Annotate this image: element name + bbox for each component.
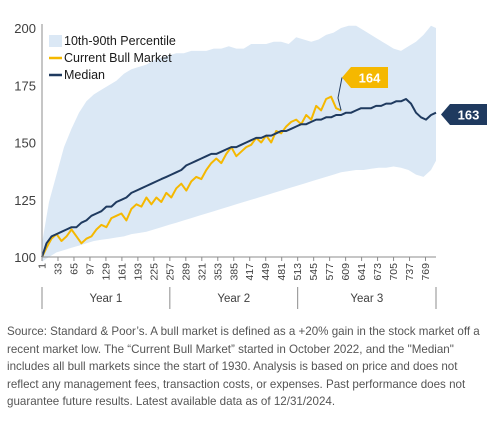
- axes-layer: 100 125 150 175 200 1 33 65 97 129 161 193 225 257 289…: [14, 21, 437, 309]
- x-tick-label: 673: [372, 263, 384, 281]
- x-tick-label: 385: [228, 263, 240, 281]
- legend-label: Current Bull Market: [64, 51, 172, 65]
- x-tick-label: 1: [37, 263, 49, 269]
- series-lines-layer: [41, 95, 437, 258]
- x-tick-label: 161: [116, 263, 128, 281]
- legend-swatch-band: [49, 35, 62, 47]
- year-group-label: Year 2: [217, 293, 250, 305]
- median-line: [41, 98, 437, 258]
- chart-svg: 100 125 150 175 200 1 33 65 97 129 161 193 225 257 289…: [14, 21, 487, 309]
- x-tick-label: 417: [244, 263, 256, 281]
- callouts-layer: 164 163: [337, 67, 487, 125]
- x-tick-label: 449: [260, 263, 272, 281]
- y-tick-label: 125: [14, 193, 36, 208]
- x-tick-label: 481: [276, 263, 288, 281]
- x-tick-label: 65: [68, 263, 80, 275]
- x-tick-label: 545: [308, 263, 320, 281]
- x-tick-label: 609: [340, 263, 352, 281]
- x-tick-label: 225: [148, 263, 160, 281]
- y-tick-label: 200: [14, 21, 36, 36]
- x-tick-label: 705: [388, 263, 400, 281]
- x-tick-label: 769: [420, 263, 432, 281]
- source-footnote: Source: Standard & Poor’s. A bull market…: [7, 325, 480, 409]
- legend: 10th-90th Percentile Current Bull Market M…: [49, 34, 176, 82]
- x-tick-label: 129: [100, 263, 112, 281]
- y-tick-label: 150: [14, 136, 36, 151]
- x-tick-label: 737: [404, 263, 416, 281]
- y-tick-label: 100: [14, 250, 36, 265]
- y-tick-label: 175: [14, 78, 36, 93]
- chart: 100 125 150 175 200 1 33 65 97 129 161 193 225 257 289…: [14, 21, 487, 309]
- current-bull-market-line: [41, 95, 342, 258]
- x-tick-label: 289: [180, 263, 192, 281]
- x-tick-label: 33: [52, 263, 64, 275]
- x-tick-label: 577: [324, 263, 336, 281]
- legend-label: Median: [64, 68, 105, 82]
- callout-label: 163: [458, 108, 480, 123]
- year-group-label: Year 1: [90, 293, 123, 305]
- percentile-band: [42, 25, 436, 262]
- callout-tag: [342, 67, 388, 88]
- x-tick-label: 193: [132, 263, 144, 281]
- callout-label: 164: [359, 71, 381, 86]
- legend-label: 10th-90th Percentile: [64, 34, 176, 48]
- x-tick-label: 353: [212, 263, 224, 281]
- callout-tag: [441, 104, 487, 125]
- x-tick-label: 321: [196, 263, 208, 281]
- year-group-label: Year 3: [350, 293, 383, 305]
- x-tick-label: 513: [292, 263, 304, 281]
- x-tick-label: 97: [84, 263, 96, 275]
- x-tick-label: 257: [164, 263, 176, 281]
- percentile-band-layer: [42, 25, 436, 262]
- x-tick-label: 641: [356, 263, 368, 281]
- callout-leader: [337, 77, 343, 111]
